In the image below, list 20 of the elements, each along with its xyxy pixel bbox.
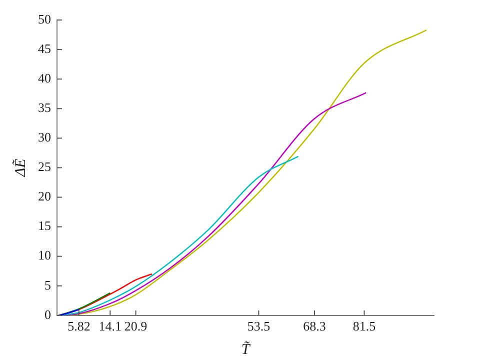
- y-tick-label: 20: [38, 188, 51, 204]
- x-tick-label: 68.3: [303, 318, 326, 334]
- y-tick-label: 30: [38, 130, 51, 145]
- y-tick-label: 40: [38, 70, 51, 86]
- y-tick-label: 0: [44, 306, 51, 322]
- y-tick-label: 50: [38, 11, 51, 26]
- y-tick-label: 35: [38, 100, 51, 116]
- line-series: [58, 292, 111, 316]
- x-tick-label: 14.1: [98, 318, 122, 334]
- y-tick-label: 25: [38, 159, 51, 174]
- y-tick-label: 10: [38, 248, 51, 263]
- y-tick-label: 5: [44, 277, 51, 292]
- y-tick-label: 15: [38, 218, 51, 234]
- x-axis-title: T̃: [241, 340, 252, 358]
- y-tick-label: 45: [38, 40, 51, 56]
- x-tick-label: 81.5: [352, 318, 376, 334]
- x-tick-label: 20.9: [124, 318, 148, 334]
- x-tick-label: 5.82: [68, 318, 90, 334]
- y-axis-title: ΔẼ: [12, 158, 29, 178]
- x-tick-label: 53.5: [247, 318, 270, 334]
